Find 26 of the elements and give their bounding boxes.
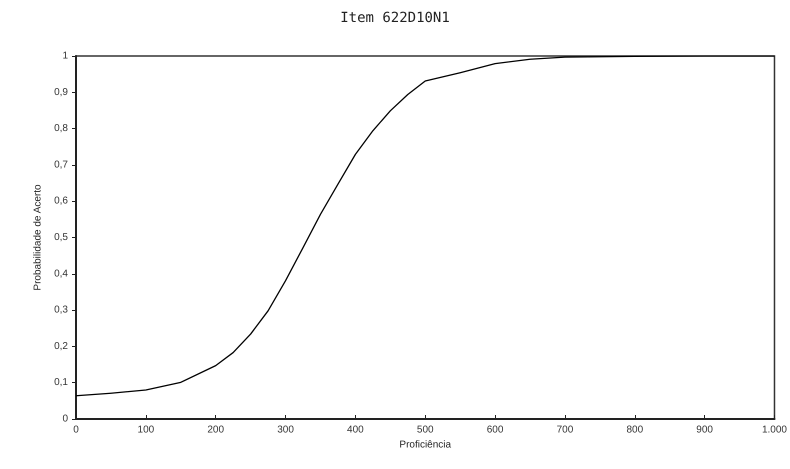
y-tick-label: 0,6	[54, 196, 68, 207]
x-tick-label: 200	[207, 424, 224, 436]
x-axis-title: Proficiência	[399, 439, 452, 450]
x-tick-label: 300	[277, 424, 294, 436]
x-tick-label: 700	[556, 424, 574, 436]
y-tick-label: 0,4	[54, 268, 68, 280]
line-series	[75, 55, 776, 396]
y-tick-label: 0,5	[54, 232, 68, 243]
y-tick-label: 0,2	[54, 340, 68, 352]
x-tick-label: 400	[347, 424, 364, 436]
x-tick-label: 0	[73, 424, 80, 436]
y-axis-title: Probabilidade de Acerto	[32, 184, 44, 291]
chart-title: Item 622D10N1	[340, 10, 450, 26]
y-tick-label: 0,9	[54, 86, 68, 98]
y-tick-label: 0,1	[54, 377, 68, 388]
x-tick-label: 900	[696, 424, 714, 436]
x-tick-label: 100	[138, 424, 155, 436]
y-tick-label: 0,7	[54, 159, 68, 170]
y-tick-label: 0,8	[54, 123, 68, 134]
x-tick-label: 1.000	[762, 424, 788, 436]
y-tick-label: 1	[62, 50, 68, 62]
x-tick-label: 600	[486, 424, 504, 436]
y-tick-label: 0	[62, 414, 68, 424]
x-tick-label: 800	[626, 424, 644, 436]
y-tick-label: 0,3	[54, 304, 68, 316]
x-tick-label: 500	[416, 424, 434, 436]
